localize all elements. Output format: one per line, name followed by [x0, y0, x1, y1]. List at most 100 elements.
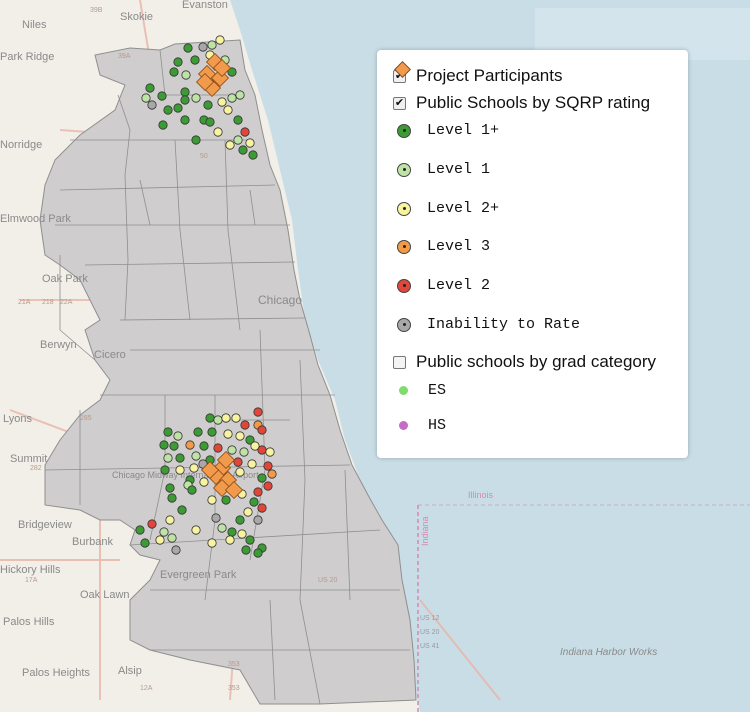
school-marker[interactable]	[141, 93, 151, 103]
school-marker[interactable]	[155, 535, 165, 545]
school-marker[interactable]	[217, 523, 227, 533]
school-marker[interactable]	[235, 431, 245, 441]
school-marker[interactable]	[181, 70, 191, 80]
legend-row-sqrp[interactable]: ✔ Public Schools by SQRP rating	[393, 93, 650, 113]
legend-row-grad[interactable]: Public schools by grad category	[393, 352, 656, 372]
school-marker[interactable]	[180, 115, 190, 125]
school-marker[interactable]	[245, 535, 255, 545]
school-marker[interactable]	[233, 135, 243, 145]
school-marker[interactable]	[205, 117, 215, 127]
school-marker[interactable]	[157, 91, 167, 101]
school-marker[interactable]	[249, 497, 259, 507]
school-marker[interactable]	[160, 465, 170, 475]
school-marker[interactable]	[158, 120, 168, 130]
school-marker[interactable]	[140, 538, 150, 548]
school-marker[interactable]	[185, 440, 195, 450]
school-marker[interactable]	[243, 507, 253, 517]
school-marker[interactable]	[147, 100, 157, 110]
school-marker[interactable]	[213, 415, 223, 425]
school-marker[interactable]	[257, 503, 267, 513]
school-marker[interactable]	[253, 407, 263, 417]
school-marker[interactable]	[191, 451, 201, 461]
school-marker[interactable]	[240, 127, 250, 137]
school-marker[interactable]	[183, 43, 193, 53]
school-marker[interactable]	[159, 440, 169, 450]
school-marker[interactable]	[173, 57, 183, 67]
school-marker[interactable]	[205, 413, 215, 423]
school-marker[interactable]	[191, 93, 201, 103]
school-marker[interactable]	[248, 150, 258, 160]
school-marker[interactable]	[225, 535, 235, 545]
school-marker[interactable]	[159, 527, 169, 537]
school-marker[interactable]	[189, 463, 199, 473]
school-marker[interactable]	[238, 145, 248, 155]
school-marker[interactable]	[267, 469, 277, 479]
school-marker[interactable]	[165, 483, 175, 493]
school-marker[interactable]	[175, 465, 185, 475]
school-marker[interactable]	[207, 427, 217, 437]
school-marker[interactable]	[239, 447, 249, 457]
school-marker[interactable]	[191, 525, 201, 535]
participant-marker[interactable]	[224, 480, 244, 500]
school-marker[interactable]	[217, 97, 227, 107]
school-marker[interactable]	[227, 527, 237, 537]
legend-row-participants[interactable]: ✔ Project Participants	[393, 61, 562, 86]
school-marker[interactable]	[253, 548, 263, 558]
school-marker[interactable]	[147, 519, 157, 529]
school-marker[interactable]	[221, 413, 231, 423]
school-marker[interactable]	[247, 459, 257, 469]
school-marker[interactable]	[235, 467, 245, 477]
school-marker[interactable]	[257, 425, 267, 435]
school-marker[interactable]	[199, 441, 209, 451]
school-marker[interactable]	[231, 413, 241, 423]
school-marker[interactable]	[191, 135, 201, 145]
school-marker[interactable]	[145, 83, 155, 93]
school-marker[interactable]	[135, 525, 145, 535]
school-marker[interactable]	[207, 495, 217, 505]
school-marker[interactable]	[207, 40, 217, 50]
school-marker[interactable]	[198, 42, 208, 52]
school-marker[interactable]	[180, 95, 190, 105]
school-marker[interactable]	[227, 445, 237, 455]
grad-checkbox[interactable]	[393, 355, 406, 369]
school-marker[interactable]	[245, 435, 255, 445]
participant-marker[interactable]	[216, 450, 236, 470]
school-marker[interactable]	[180, 87, 190, 97]
school-marker[interactable]	[223, 105, 233, 115]
school-marker[interactable]	[203, 100, 213, 110]
school-marker[interactable]	[257, 445, 267, 455]
school-marker[interactable]	[227, 93, 237, 103]
school-marker[interactable]	[187, 485, 197, 495]
school-marker[interactable]	[221, 495, 231, 505]
school-marker[interactable]	[169, 441, 179, 451]
school-marker[interactable]	[193, 427, 203, 437]
school-marker[interactable]	[245, 138, 255, 148]
school-marker[interactable]	[215, 35, 225, 45]
school-marker[interactable]	[171, 545, 181, 555]
school-marker[interactable]	[253, 487, 263, 497]
school-marker[interactable]	[163, 453, 173, 463]
school-marker[interactable]	[167, 533, 177, 543]
participant-marker[interactable]	[212, 478, 232, 498]
school-marker[interactable]	[237, 529, 247, 539]
school-marker[interactable]	[173, 431, 183, 441]
school-marker[interactable]	[199, 477, 209, 487]
school-marker[interactable]	[253, 515, 263, 525]
participant-marker[interactable]	[200, 460, 220, 480]
school-marker[interactable]	[213, 127, 223, 137]
school-marker[interactable]	[167, 493, 177, 503]
school-marker[interactable]	[190, 55, 200, 65]
school-marker[interactable]	[163, 427, 173, 437]
school-marker[interactable]	[175, 453, 185, 463]
school-marker[interactable]	[227, 67, 237, 77]
school-marker[interactable]	[177, 505, 187, 515]
school-marker[interactable]	[211, 513, 221, 523]
school-marker[interactable]	[169, 67, 179, 77]
school-marker[interactable]	[173, 103, 183, 113]
school-marker[interactable]	[235, 90, 245, 100]
school-marker[interactable]	[265, 447, 275, 457]
school-marker[interactable]	[223, 429, 233, 439]
participant-marker[interactable]	[195, 72, 215, 92]
school-marker[interactable]	[257, 473, 267, 483]
